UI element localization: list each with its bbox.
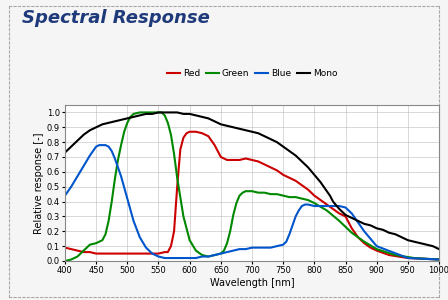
Text: Spectral Response: Spectral Response <box>22 9 210 27</box>
X-axis label: Wavelength [nm]: Wavelength [nm] <box>210 278 294 288</box>
Y-axis label: Relative response [-]: Relative response [-] <box>34 132 44 234</box>
Legend: Red, Green, Blue, Mono: Red, Green, Blue, Mono <box>163 66 341 82</box>
